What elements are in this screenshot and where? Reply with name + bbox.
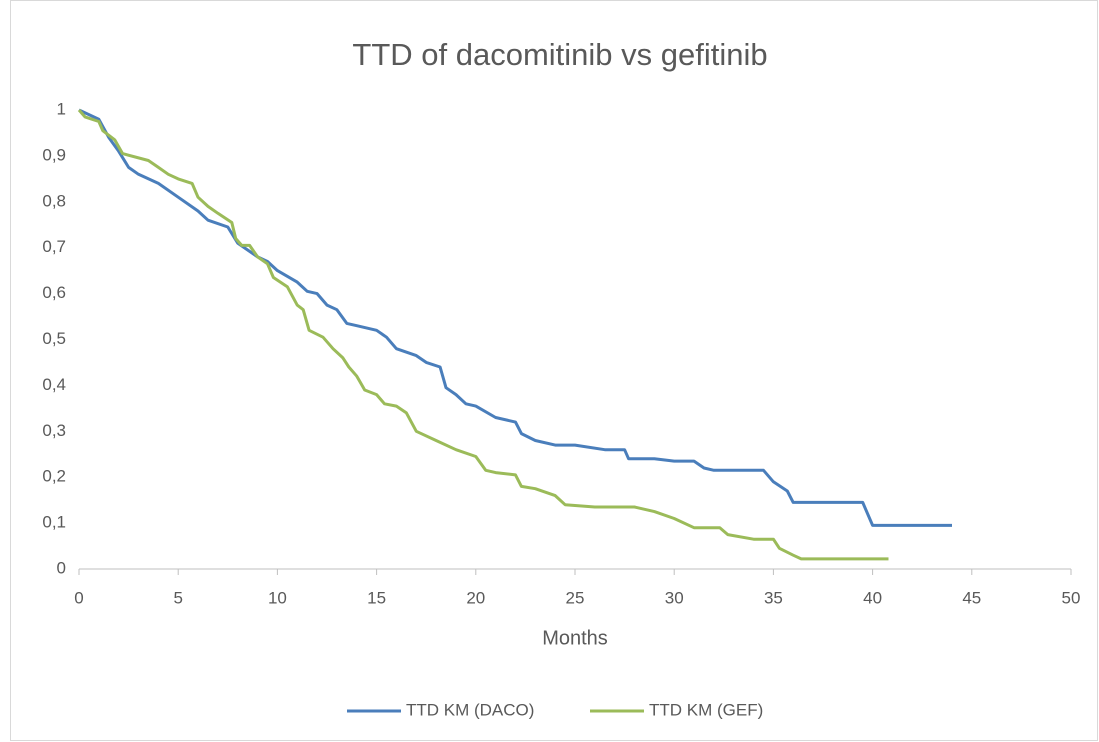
x-tick-label: 5 bbox=[173, 588, 182, 607]
x-axis-title: Months bbox=[542, 627, 608, 649]
x-tick-label: 0 bbox=[74, 588, 83, 607]
y-tick-label: 0,1 bbox=[42, 513, 66, 532]
y-tick-label: 0,2 bbox=[42, 467, 66, 486]
y-tick-label: 0,9 bbox=[42, 145, 66, 164]
x-tick-label: 25 bbox=[566, 588, 585, 607]
y-tick-label: 0,7 bbox=[42, 237, 66, 256]
x-tick-label: 30 bbox=[665, 588, 684, 607]
chart-frame bbox=[10, 0, 1098, 741]
x-tick-label: 20 bbox=[466, 588, 485, 607]
y-tick-label: 1 bbox=[57, 99, 66, 118]
y-tick-label: 0,4 bbox=[42, 375, 66, 394]
series-line bbox=[77, 109, 889, 561]
x-tick-label: 10 bbox=[268, 588, 287, 607]
x-tick-label: 45 bbox=[962, 588, 981, 607]
x-tick-label: 35 bbox=[764, 588, 783, 607]
x-tick-label: 50 bbox=[1062, 588, 1081, 607]
x-tick-label: 40 bbox=[863, 588, 882, 607]
legend-label: TTD KM (GEF) bbox=[649, 700, 763, 719]
y-tick-label: 0,8 bbox=[42, 191, 66, 210]
y-tick-label: 0,3 bbox=[42, 421, 66, 440]
x-tick-label: 15 bbox=[367, 588, 386, 607]
y-tick-label: 0 bbox=[57, 558, 66, 577]
legend-label: TTD KM (DACO) bbox=[406, 700, 534, 719]
y-tick-label: 0,6 bbox=[42, 283, 66, 302]
y-tick-label: 0,5 bbox=[42, 329, 66, 348]
chart-title: TTD of dacomitinib vs gefitinib bbox=[352, 37, 767, 72]
series-line bbox=[78, 108, 952, 527]
